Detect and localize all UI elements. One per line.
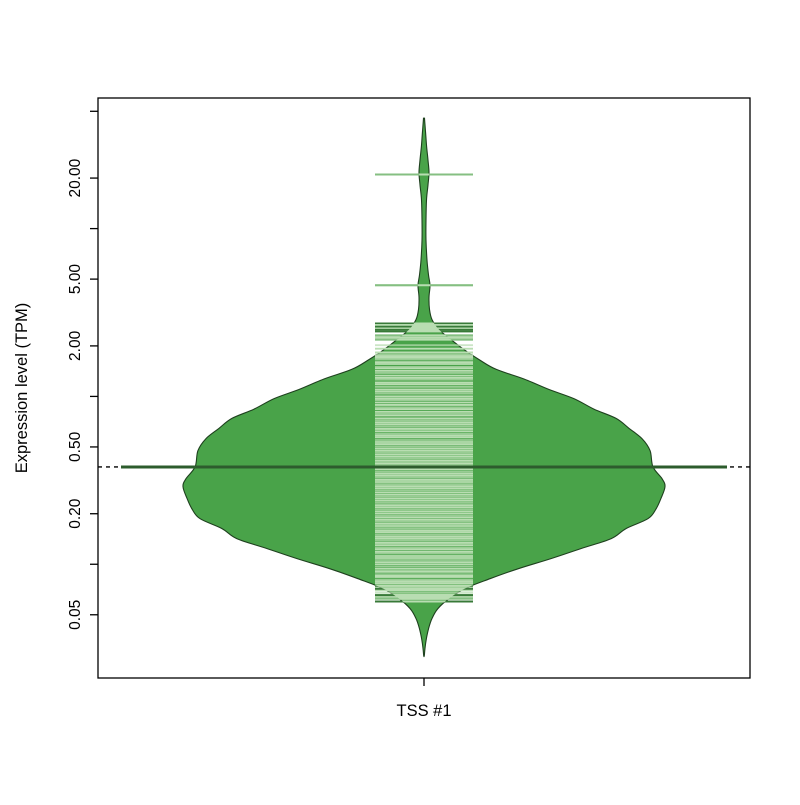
y-tick-label: 0.50: [67, 431, 84, 462]
y-axis-title: Expression level (TPM): [13, 303, 31, 474]
x-category-label: TSS #1: [396, 702, 451, 720]
y-tick-label: 0.05: [67, 600, 84, 630]
y-tick-label: 20.00: [67, 158, 84, 197]
y-tick-label: 2.00: [67, 330, 84, 361]
y-tick-label: 0.20: [67, 498, 84, 529]
axes-layer: 20.00 5.00 2.00 0.50 0.20 0.05: [67, 97, 751, 686]
y-tick-label: 5.00: [67, 264, 84, 295]
strip-lines-layer: [375, 173, 473, 603]
